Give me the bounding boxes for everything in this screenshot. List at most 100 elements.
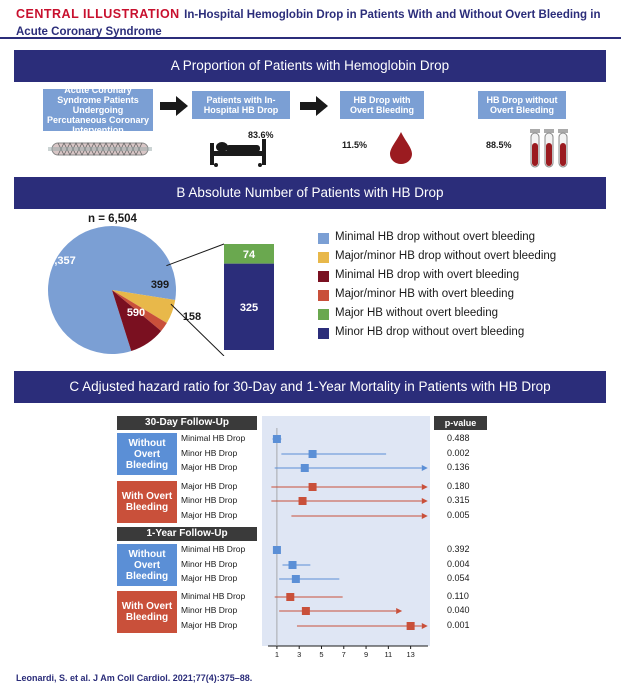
group-with-1y: With Overt Bleeding — [117, 591, 177, 633]
panel-a-title: A Proportion of Patients with Hemoglobin… — [14, 50, 606, 82]
illustration-frame — [0, 37, 621, 662]
no-bleeding-pct: 88.5% — [486, 140, 512, 150]
arrow-a2-icon — [300, 96, 328, 116]
legend-label: Major/minor HB with overt bleeding — [335, 288, 514, 300]
stent-icon — [48, 142, 152, 156]
pie-slice-label: 158 — [183, 311, 201, 323]
p-value: 0.488 — [447, 433, 470, 443]
hb-drop-box: Patients with In-Hospital HB Drop — [191, 90, 291, 120]
blood-drop-icon — [390, 132, 412, 164]
row-label: Minor HB Drop — [181, 559, 238, 569]
acs-pci-box: Acute Coronary Syndrome Patients Undergo… — [42, 85, 154, 135]
row-label: Major HB Drop — [181, 481, 238, 491]
stack-segment — [224, 244, 274, 264]
hr-marker — [288, 561, 297, 569]
p-value: 0.180 — [447, 481, 470, 491]
header-line: CENTRAL ILLUSTRATION In-Hospital Hemoglo… — [16, 6, 606, 40]
x-tick-label: 9 — [364, 650, 368, 659]
blood-tubes-icon — [530, 129, 568, 168]
legend-swatch — [318, 328, 329, 339]
ci-arrow — [421, 498, 428, 504]
row-label: Major HB Drop — [181, 620, 238, 630]
pie-chart: 5,357 399 158 590 74 325 — [48, 226, 274, 356]
followup-1y-header: 1-Year Follow-Up — [117, 527, 257, 541]
connector-line — [166, 243, 225, 267]
stack-segment-label: 74 — [243, 249, 256, 261]
p-value: 0.110 — [447, 591, 469, 601]
row-label: Minor HB Drop — [181, 448, 238, 458]
legend-swatch — [318, 271, 329, 282]
p-value: 0.054 — [447, 573, 470, 583]
legend-label: Major/minor HB drop without overt bleedi… — [335, 250, 557, 262]
hr-marker — [300, 464, 309, 472]
pie-slice-label: 399 — [151, 279, 169, 291]
p-value: 0.005 — [447, 510, 470, 520]
ci-arrow — [421, 513, 428, 519]
hb-drop-pct: 83.6% — [248, 130, 274, 140]
illustration-title: In-Hospital Hemoglobin Drop in Patients … — [16, 9, 601, 38]
row-label: Major HB Drop — [181, 573, 238, 583]
hospital-bed-icon — [210, 139, 266, 167]
forest-plot: 1 3 5 7 9 11 13 — [262, 416, 430, 659]
x-tick-label: 5 — [319, 650, 323, 659]
illustration-tag: CENTRAL ILLUSTRATION — [16, 7, 180, 21]
pvalue-header: p-value — [434, 416, 487, 430]
row-label: Major HB Drop — [181, 510, 238, 520]
hb-drop-bleeding-box: HB Drop with Overt Bleeding — [339, 90, 425, 120]
p-value: 0.040 — [447, 605, 470, 615]
ci-arrow — [421, 465, 428, 471]
group-without-30d: Without Overt Bleeding — [117, 433, 177, 475]
p-value: 0.392 — [447, 544, 470, 554]
legend-label: Major HB without overt bleeding — [335, 307, 498, 319]
legend-swatch — [318, 309, 329, 320]
row-label: Minimal HB Drop — [181, 544, 246, 554]
p-value: 0.004 — [447, 559, 470, 569]
row-label: Minor HB Drop — [181, 495, 238, 505]
legend-label: Minimal HB drop without overt bleeding — [335, 231, 536, 243]
x-tick-label: 13 — [406, 650, 414, 659]
total-n-label: n = 6,504 — [88, 213, 137, 225]
pie-slice — [112, 290, 162, 352]
ci-arrow — [421, 484, 428, 490]
hr-marker — [286, 593, 295, 601]
hr-marker — [291, 575, 300, 583]
citation-footer: Leonardi, S. et al. J Am Coll Cardiol. 2… — [16, 673, 253, 683]
pie-slice — [112, 290, 176, 324]
legend-swatch — [318, 233, 329, 244]
x-tick-label: 7 — [342, 650, 346, 659]
connector-line — [170, 303, 225, 356]
legend-swatch — [318, 252, 329, 263]
p-value: 0.002 — [447, 448, 470, 458]
illustration-header: CENTRAL ILLUSTRATION In-Hospital Hemoglo… — [0, 0, 621, 38]
hr-marker — [308, 450, 317, 458]
p-value: 0.001 — [447, 620, 470, 630]
pie-slice-label: 590 — [127, 307, 145, 319]
hr-marker — [272, 546, 281, 554]
group-without-1y: Without Overt Bleeding — [117, 544, 177, 586]
legend-label: Minor HB drop without overt bleeding — [335, 326, 525, 338]
p-value: 0.136 — [447, 462, 470, 472]
row-label: Minor HB Drop — [181, 605, 238, 615]
ci-arrow — [396, 608, 403, 614]
followup-30d-header: 30-Day Follow-Up — [117, 416, 257, 430]
ci-arrow — [421, 623, 428, 629]
pie-slice-label: 5,357 — [48, 255, 76, 267]
panel-b-title: B Absolute Number of Patients with HB Dr… — [14, 177, 606, 209]
hr-marker — [301, 607, 310, 615]
arrow-a1-icon — [160, 96, 188, 116]
x-tick-label: 1 — [275, 650, 279, 659]
hr-marker — [308, 483, 317, 491]
stack-segment — [224, 263, 274, 350]
panel-c-title: C Adjusted hazard ratio for 30-Day and 1… — [14, 371, 606, 403]
hr-marker — [272, 435, 281, 443]
bleeding-pct: 11.5% — [342, 140, 368, 150]
group-with-30d: With Overt Bleeding — [117, 481, 177, 523]
stack-segment-label: 325 — [240, 302, 258, 314]
legend-label: Minimal HB drop with overt bleeding — [335, 269, 520, 281]
pie-slice — [112, 290, 167, 331]
hr-marker — [406, 622, 415, 630]
hb-drop-no-bleeding-box: HB Drop without Overt Bleeding — [477, 90, 567, 120]
p-value: 0.315 — [447, 495, 470, 505]
x-tick-label: 3 — [297, 650, 301, 659]
row-label: Minimal HB Drop — [181, 433, 246, 443]
